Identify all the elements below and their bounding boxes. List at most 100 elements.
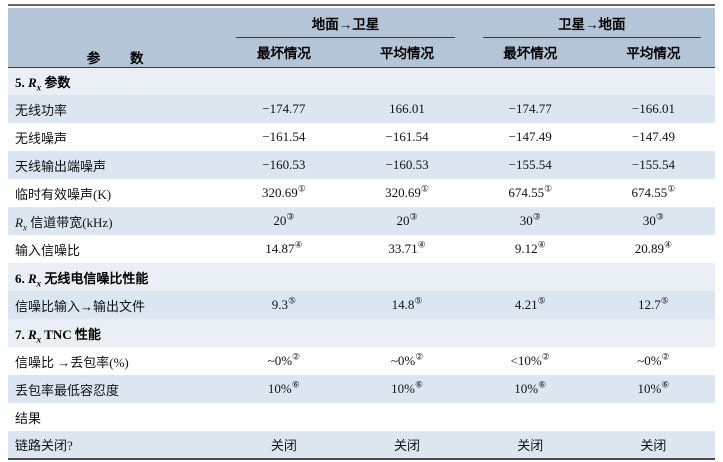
footnote-marker: ⑤ <box>660 296 669 307</box>
value-cell: 关闭 <box>345 431 469 459</box>
footnote-marker: ③ <box>532 212 541 223</box>
param-header-label: 参数 <box>86 50 174 66</box>
value-cell: 320.69① <box>345 179 469 207</box>
value-cell: 20③ <box>345 207 469 235</box>
value-cell: 9.3⑤ <box>222 291 346 319</box>
group-header-downlink-label: 卫星→地面 <box>482 8 701 38</box>
footnote-marker: ③ <box>655 212 664 223</box>
footnote-marker: ① <box>297 184 306 195</box>
table-header: 参数 地面→卫星 卫星→地面 最坏情况 平均情况 最坏情况 平均情况 <box>8 8 715 68</box>
value-cell: 10%⑥ <box>591 375 715 403</box>
value-cell: 320.69① <box>222 179 346 207</box>
value-cell: −147.49 <box>468 123 592 151</box>
footnote-marker: ② <box>415 352 424 363</box>
value-cell <box>345 403 469 431</box>
value-cell: ~0%② <box>345 347 469 375</box>
value-cell <box>222 403 346 431</box>
value-cell: −155.54 <box>468 151 592 179</box>
value-cell <box>591 403 715 431</box>
table-body: 5. Rx 参数 无线功率 −174.77 166.01 −174.77 −166.01 无… <box>8 67 715 459</box>
footnote-marker: ① <box>667 184 676 195</box>
value-cell: 关闭 <box>222 431 346 459</box>
row-label: 天线输出端噪声 <box>8 151 223 179</box>
value-cell: 12.7⑤ <box>591 291 715 319</box>
group-header-uplink: 地面→卫星 <box>222 8 469 38</box>
table-row: 输入信噪比 14.87④ 33.71④ 9.12④ 20.89④ <box>8 235 715 263</box>
group-header-downlink: 卫星→地面 <box>468 8 715 38</box>
value-cell: 674.55① <box>591 179 715 207</box>
footnote-marker: ② <box>541 352 550 363</box>
value-cell: 9.12④ <box>468 235 592 263</box>
value-cell: 33.71④ <box>345 235 469 263</box>
value-cell: −174.77 <box>222 95 346 123</box>
footnote-marker: ① <box>420 184 429 195</box>
value-cell: 20③ <box>222 207 346 235</box>
value-cell <box>468 403 592 431</box>
table-row: 丢包率最低容忍度 10%⑥ 10%⑥ 10%⑥ 10%⑥ <box>8 375 715 403</box>
value-cell: −160.53 <box>345 151 469 179</box>
footnote-marker: ⑥ <box>291 380 300 391</box>
value-cell: ~0%② <box>591 347 715 375</box>
subheader-downlink-average: 平均情况 <box>591 38 715 68</box>
row-label: 结果 <box>8 403 223 431</box>
row-label: 信噪比输入→输出文件 <box>8 291 223 319</box>
value-cell: −155.54 <box>591 151 715 179</box>
row-label: 信噪比 →丢包率(%) <box>8 347 223 375</box>
section-row: 6. Rx 无线电信噪比性能 <box>8 263 715 291</box>
subheader-uplink-worst: 最坏情况 <box>222 38 346 68</box>
footnote-marker: ④ <box>417 240 426 251</box>
value-cell: 关闭 <box>591 431 715 459</box>
value-cell: 166.01 <box>345 95 469 123</box>
value-cell: 10%⑥ <box>222 375 346 403</box>
section-row: 5. Rx 参数 <box>8 67 715 95</box>
subheader-uplink-average: 平均情况 <box>345 38 469 68</box>
row-label: 7. Rx TNC 性能 <box>8 319 715 347</box>
row-label: 5. Rx 参数 <box>8 67 715 95</box>
value-cell: 14.87④ <box>222 235 346 263</box>
table-row: 无线功率 −174.77 166.01 −174.77 −166.01 <box>8 95 715 123</box>
table-row: 无线噪声 −161.54 −161.54 −147.49 −147.49 <box>8 123 715 151</box>
group-header-uplink-label: 地面→卫星 <box>236 8 455 38</box>
footnote-marker: ⑤ <box>537 296 546 307</box>
value-cell: −166.01 <box>591 95 715 123</box>
value-cell: 14.8⑤ <box>345 291 469 319</box>
row-label: 输入信噪比 <box>8 235 223 263</box>
value-cell: −174.77 <box>468 95 592 123</box>
table-row: Rx 信道带宽(kHz) 20③ 20③ 30③ 30③ <box>8 207 715 235</box>
table-row: 结果 <box>8 403 715 431</box>
subheader-downlink-worst: 最坏情况 <box>468 38 592 68</box>
value-cell: −160.53 <box>222 151 346 179</box>
row-label: 无线噪声 <box>8 123 223 151</box>
table-row: 天线输出端噪声 −160.53 −160.53 −155.54 −155.54 <box>8 151 715 179</box>
row-label: Rx 信道带宽(kHz) <box>8 207 223 235</box>
table-row: 临时有效噪声(K) 320.69① 320.69① 674.55① 674.55① <box>8 179 715 207</box>
footnote-marker: ⑥ <box>661 380 670 391</box>
value-cell: ~0%② <box>222 347 346 375</box>
row-label: 临时有效噪声(K) <box>8 179 223 207</box>
table-row: 信噪比 →丢包率(%) ~0%② ~0%② <10%② ~0%② <box>8 347 715 375</box>
section-row: 7. Rx TNC 性能 <box>8 319 715 347</box>
value-cell: 30③ <box>591 207 715 235</box>
header-case-row: 最坏情况 平均情况 最坏情况 平均情况 <box>8 38 715 68</box>
value-cell: 10%⑥ <box>345 375 469 403</box>
value-cell: 674.55① <box>468 179 592 207</box>
footnote-marker: ④ <box>663 240 673 251</box>
value-cell: −161.54 <box>345 123 469 151</box>
footnote-marker: ② <box>661 352 670 363</box>
value-cell: 10%⑥ <box>468 375 592 403</box>
footnote-marker: ⑤ <box>287 296 297 307</box>
footnote-marker: ⑥ <box>538 380 547 391</box>
footnote-marker: ④ <box>537 240 546 251</box>
table-row: 信噪比输入→输出文件 9.3⑤ 14.8⑤ 4.21⑤ 12.7⑤ <box>8 291 715 319</box>
row-label: 链路关闭? <box>8 431 223 459</box>
value-cell: 4.21⑤ <box>468 291 592 319</box>
value-cell: −161.54 <box>222 123 346 151</box>
value-cell: <10%② <box>468 347 592 375</box>
footnote-marker: ⑤ <box>414 296 423 307</box>
footnote-marker: ③ <box>286 212 295 223</box>
value-cell: −147.49 <box>591 123 715 151</box>
footnote-marker: ③ <box>409 212 418 223</box>
table-row: 链路关闭? 关闭 关闭 关闭 关闭 <box>8 431 715 459</box>
row-label: 6. Rx 无线电信噪比性能 <box>8 263 715 291</box>
